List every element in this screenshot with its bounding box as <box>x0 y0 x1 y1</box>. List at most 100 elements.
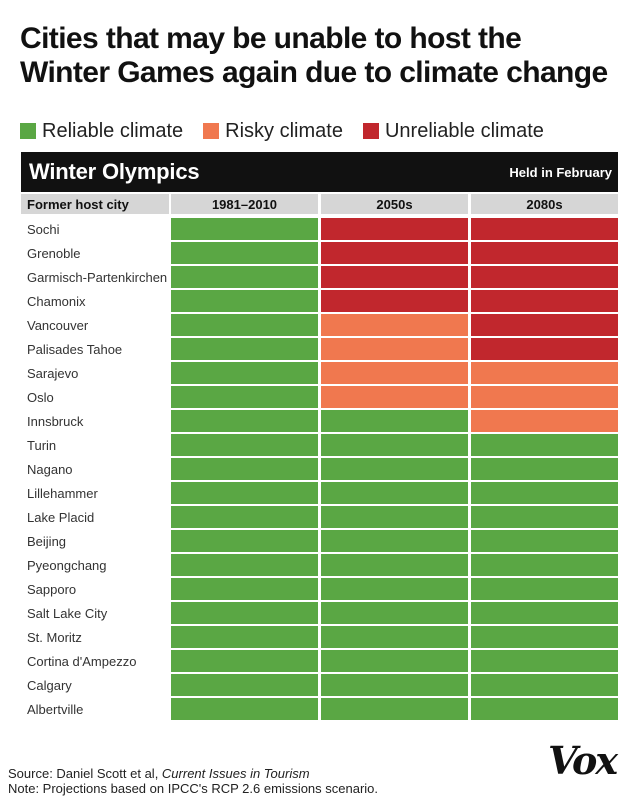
heatmap-cell <box>171 458 318 480</box>
heatmap-cell <box>171 578 318 600</box>
column-header-cell <box>321 194 468 214</box>
title-line-2: Winter Games again due to climate change <box>20 56 608 89</box>
chart-title: Cities that may be unable to host the Wi… <box>20 22 630 90</box>
heatmap-cell <box>171 530 318 552</box>
legend-item-reliable: Reliable climate <box>20 120 183 143</box>
heatmap-cell <box>471 266 618 288</box>
column-header-label: 2080s <box>526 197 562 212</box>
heatmap-cell <box>321 482 468 504</box>
heatmap-cell <box>471 554 618 576</box>
city-label: Innsbruck <box>27 414 84 429</box>
heatmap-cell <box>471 362 618 384</box>
legend-item-risky: Risky climate <box>203 120 343 143</box>
heatmap-cell <box>171 650 318 672</box>
city-label: Palisades Tahoe <box>27 342 122 357</box>
heatmap-cell <box>171 362 318 384</box>
legend-label-reliable: Reliable climate <box>42 119 184 142</box>
heatmap-cell <box>321 266 468 288</box>
heatmap-cell <box>471 458 618 480</box>
footer: Source: Daniel Scott et al, Current Issu… <box>8 766 378 796</box>
title-line-1: Cities that may be unable to host the <box>20 22 522 55</box>
city-label: Beijing <box>27 534 66 549</box>
city-label: Sarajevo <box>27 366 78 381</box>
heatmap-cell <box>171 434 318 456</box>
note-line: Note: Projections based on IPCC's RCP 2.… <box>8 781 379 796</box>
heatmap-cell <box>471 242 618 264</box>
heatmap-cell <box>171 314 318 336</box>
heatmap-cell <box>171 674 318 696</box>
city-label: Calgary <box>27 678 72 693</box>
city-label: Cortina d'Ampezzo <box>27 654 136 669</box>
city-label: Lake Placid <box>27 510 94 525</box>
heatmap-cell <box>321 578 468 600</box>
table-title: Winter Olympics <box>29 159 200 184</box>
city-label: Grenoble <box>27 246 80 261</box>
heatmap-cell <box>171 698 318 720</box>
legend-swatch-reliable <box>20 123 36 139</box>
city-label: Pyeongchang <box>27 558 107 573</box>
heatmap-cell <box>471 410 618 432</box>
source-prefix: Source: Daniel Scott et al, <box>8 766 162 781</box>
heatmap-cell <box>171 506 318 528</box>
city-label: Oslo <box>27 390 54 405</box>
heatmap-cell <box>471 650 618 672</box>
heatmap-cell <box>321 386 468 408</box>
legend-label-risky: Risky climate <box>225 119 343 142</box>
heatmap-cell <box>321 602 468 624</box>
column-header-cell <box>171 194 318 214</box>
heatmap-cell <box>471 674 618 696</box>
legend-label-unreliable: Unreliable climate <box>384 119 544 142</box>
heatmap-cell <box>321 530 468 552</box>
heatmap-cell <box>171 386 318 408</box>
heatmap-cell <box>321 506 468 528</box>
heatmap-cell <box>321 410 468 432</box>
city-label: Albertville <box>27 702 83 717</box>
city-label: St. Moritz <box>27 630 82 645</box>
city-label: Garmisch-Partenkirchen <box>27 270 167 285</box>
heatmap-cell <box>171 482 318 504</box>
heatmap-cell <box>471 506 618 528</box>
heatmap-cell <box>471 314 618 336</box>
legend: Reliable climate Risky climate Unreliabl… <box>20 118 544 144</box>
city-label: Turin <box>27 438 56 453</box>
legend-swatch-unreliable <box>362 123 379 139</box>
heatmap-cell <box>171 266 318 288</box>
column-header-label: 2050s <box>376 197 412 212</box>
heatmap-cell <box>471 602 618 624</box>
heatmap-cell <box>471 530 618 552</box>
heatmap-cell <box>471 218 618 240</box>
city-label: Salt Lake City <box>27 606 108 621</box>
row-header-cell <box>21 194 169 214</box>
heatmap-cell <box>321 434 468 456</box>
heatmap-cell <box>321 242 468 264</box>
heatmap-cell <box>171 602 318 624</box>
source-journal: Current Issues in Tourism <box>161 766 310 781</box>
heatmap-cell <box>171 242 318 264</box>
heatmap-cell <box>171 218 318 240</box>
heatmap-cell <box>471 386 618 408</box>
row-header-label: Former host city <box>27 197 130 212</box>
city-label: Nagano <box>27 462 73 477</box>
heatmap-cell <box>321 314 468 336</box>
column-header-cell <box>471 194 618 214</box>
heatmap-cell <box>471 338 618 360</box>
heatmap-cell <box>471 626 618 648</box>
legend-swatch-risky <box>203 123 220 139</box>
heatmap-cell <box>171 290 318 312</box>
city-label: Vancouver <box>27 318 89 333</box>
heatmap-cell <box>321 338 468 360</box>
heatmap-cell <box>321 362 468 384</box>
city-label: Lillehammer <box>27 486 98 501</box>
table-header-bar: Winter Olympics Held in February <box>21 152 618 192</box>
heatmap-cell <box>321 626 468 648</box>
source-line: Source: Daniel Scott et al, Current Issu… <box>8 766 378 781</box>
heatmap-cell <box>321 650 468 672</box>
column-header-label: 1981–2010 <box>212 197 277 212</box>
heatmap-cell <box>321 674 468 696</box>
heatmap-cell <box>171 338 318 360</box>
heatmap-cell <box>321 554 468 576</box>
heatmap-grid: Former host city 1981–2010 2050s 2080s Sochi… <box>21 194 618 720</box>
heatmap-cell <box>471 698 618 720</box>
heatmap-cell <box>471 482 618 504</box>
heatmap-cell <box>471 290 618 312</box>
